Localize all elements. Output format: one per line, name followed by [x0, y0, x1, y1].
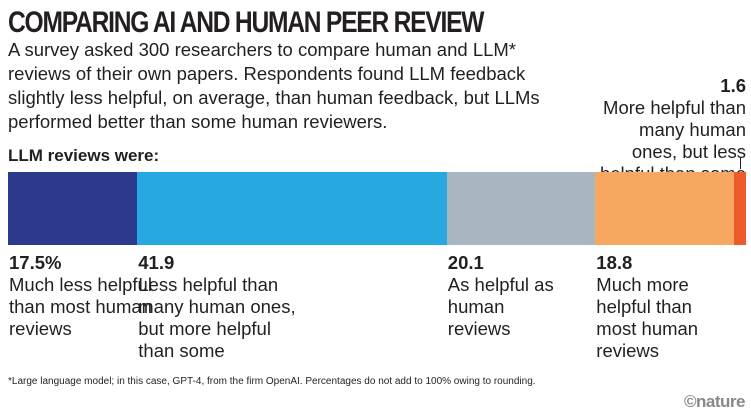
segment-label-2: 20.1 As helpful as human reviews	[448, 252, 558, 340]
footnote: *Large language model; in this case, GPT…	[8, 376, 536, 387]
bar-segment-0	[8, 172, 138, 245]
segment-value-2: 20.1	[447, 252, 484, 273]
segment-value-4: 1.6	[720, 75, 746, 96]
stacked-bar	[8, 172, 746, 245]
segment-label-4: 1.6 More helpful than many human ones, b…	[596, 75, 746, 185]
segment-value-0: 17.5%	[9, 252, 62, 273]
bar-segment-3	[595, 172, 735, 245]
bar-segment-4	[734, 172, 746, 245]
chart-title: COMPARING AI AND HUMAN PEER REVIEW	[8, 6, 484, 39]
bar-lead-label: LLM reviews were:	[8, 146, 160, 165]
segment-label-3: 18.8 Much more helpful than most human re…	[596, 252, 726, 362]
segment-text-1: Less helpful than many human ones, but m…	[138, 274, 296, 361]
segment-text-0: Much less helpful than most human review…	[9, 274, 152, 339]
bar-segment-1	[137, 172, 447, 245]
bar-segment-2	[446, 172, 596, 245]
segment-value-1: 41.9	[138, 252, 175, 273]
nature-logo: ©nature	[684, 392, 745, 411]
segment-text-3: Much more helpful than most human review…	[596, 274, 699, 361]
segment-value-3: 18.8	[596, 252, 633, 273]
segment-label-0: 17.5% Much less helpful than most human r…	[9, 252, 159, 340]
leader-line	[740, 158, 741, 169]
chart-subtitle: A survey asked 300 researchers to compar…	[8, 39, 540, 132]
segment-text-2: As helpful as human reviews	[447, 274, 554, 339]
segment-label-1: 41.9 Less helpful than many human ones, b…	[138, 252, 308, 362]
